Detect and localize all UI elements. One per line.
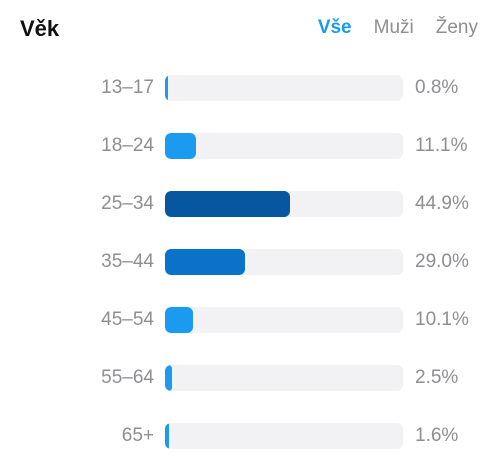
bar-fill — [165, 75, 168, 101]
bar-fill — [165, 307, 193, 333]
age-group-label: 45–54 — [101, 309, 154, 330]
bar-track — [165, 133, 403, 159]
bar-track — [165, 423, 403, 449]
percentage-label: 10.1% — [415, 309, 469, 330]
age-group-label: 13–17 — [101, 77, 154, 98]
bar-fill — [165, 249, 246, 275]
age-distribution-chart: 13–17 0.8% 18–24 11.1% 25–34 44.9% 35–44 29.0% 4… — [0, 70, 500, 476]
age-row: 35–44 29.0% — [0, 244, 500, 302]
percentage-label: 0.8% — [415, 77, 459, 98]
tab-men[interactable]: Muži — [373, 17, 414, 38]
age-row: 25–34 44.9% — [0, 186, 500, 244]
bar-track — [165, 365, 403, 391]
age-row: 13–17 0.8% — [0, 70, 500, 128]
age-group-label: 65+ — [121, 425, 154, 446]
bar-track — [165, 249, 403, 275]
bar-track — [165, 75, 403, 101]
bar-track — [165, 191, 403, 217]
age-group-label: 55–64 — [101, 367, 154, 388]
age-row: 18–24 11.1% — [0, 128, 500, 186]
age-row: 55–64 2.5% — [0, 360, 500, 418]
bar-fill — [165, 191, 290, 217]
percentage-label: 29.0% — [415, 251, 469, 272]
percentage-label: 11.1% — [415, 135, 468, 156]
tab-women[interactable]: Ženy — [435, 17, 478, 38]
age-group-label: 35–44 — [101, 251, 154, 272]
bar-fill — [165, 365, 172, 391]
percentage-label: 1.6% — [415, 425, 459, 446]
age-group-label: 25–34 — [101, 193, 154, 214]
age-row: 65+ 1.6% — [0, 418, 500, 476]
bar-fill — [165, 133, 196, 159]
tab-all[interactable]: Vše — [317, 17, 352, 38]
gender-filter-tabs: Vše Muži Ženy — [318, 17, 478, 39]
bar-track — [165, 307, 403, 333]
percentage-label: 44.9% — [415, 193, 469, 214]
bar-fill — [165, 423, 170, 449]
age-title: Věk — [20, 16, 60, 41]
percentage-label: 2.5% — [415, 367, 459, 388]
age-group-label: 18–24 — [101, 135, 154, 156]
age-row: 45–54 10.1% — [0, 302, 500, 360]
